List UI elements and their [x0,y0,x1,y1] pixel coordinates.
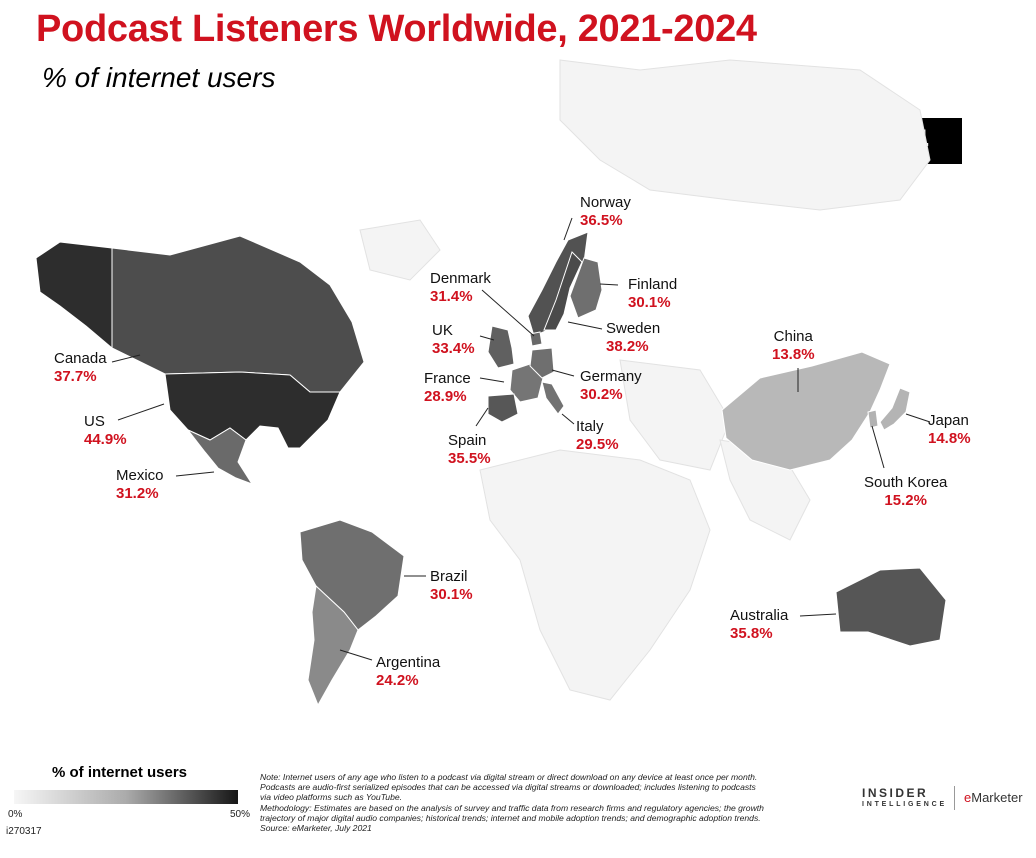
label-name: Norway [580,194,631,211]
label-value: 15.2% [884,492,927,509]
label-value: 30.1% [628,294,671,311]
label-value: 38.2% [606,338,649,355]
country-germany[interactable] [529,347,555,379]
label-name: France [424,370,471,387]
country-alaska-us[interactable] [35,241,113,350]
country-argentina[interactable] [307,584,359,707]
label-value: 28.9% [424,388,467,405]
footnote-line: Note: Internet users of any age who list… [260,772,758,782]
footnote-line: Podcasts are audio-first serialized epis… [260,782,756,793]
label-name: Mexico [116,467,164,484]
label-value: 37.7% [54,368,97,385]
legend-min-label: 0% [8,809,23,820]
chart-id: i270317 [6,826,42,837]
label-france: France 28.9% [424,370,471,406]
country-italy[interactable] [541,381,565,415]
label-name: Australia [730,607,789,624]
label-name: US [84,413,105,430]
label-value: 36.5% [580,212,623,229]
label-name: Sweden [606,320,661,337]
label-name: Argentina [376,654,441,671]
label-japan: Japan 14.8% [928,412,971,448]
label-name: Finland [628,276,678,293]
label-south-korea: South Korea 15.2% [864,474,947,510]
emarketer-logo-rest: Marketer [971,790,1023,805]
label-name: UK [432,322,453,339]
country-finland[interactable] [569,257,603,319]
country-canada[interactable] [111,235,365,393]
label-finland: Finland 30.1% [628,276,677,312]
label-value: 24.2% [376,672,419,689]
legend-max-label: 50% [230,809,251,820]
country-china[interactable] [721,351,891,471]
label-name: Canada [54,350,107,367]
label-value: 30.2% [580,386,623,403]
label-australia: Australia 35.8% [730,607,788,643]
footnote: Note: Internet users of any age who list… [260,772,845,833]
country-spain[interactable] [487,393,519,423]
insider-logo-sub: INTELLIGENCE [862,801,947,808]
insider-logo: INSIDER [862,786,929,800]
page-subtitle: % of internet users [42,62,276,93]
label-canada: Canada 37.7% [54,350,107,386]
label-brazil: Brazil 30.1% [430,568,473,604]
country-japan[interactable] [879,387,911,431]
country-uk[interactable] [487,325,515,369]
label-mexico: Mexico 31.2% [116,467,164,503]
label-value: 29.5% [576,436,619,453]
country-south-korea[interactable] [867,409,879,429]
label-name: South Korea [864,474,948,491]
label-name: Spain [448,432,487,449]
country-mexico[interactable] [187,427,254,485]
footnote-line: trajectory of major digital audio compan… [260,812,761,823]
label-name: Japan [928,412,969,429]
country-brazil[interactable] [299,519,405,631]
logo-divider [954,786,955,810]
label-value: 33.4% [432,340,475,357]
legend-title: % of internet users [52,764,188,781]
label-value: 31.2% [116,485,159,502]
label-us: US 44.9% [84,413,127,449]
label-name: China [773,328,813,345]
footnote-line: via video platforms such as YouTube. [260,792,403,803]
label-value: 44.9% [84,431,127,448]
emarketer-logo-e: e [964,790,972,805]
label-spain: Spain 35.5% [448,432,491,468]
footnote-line: Methodology: Estimates are based on the … [260,802,764,813]
unshaded-land [359,59,931,701]
label-value: 30.1% [430,586,473,603]
leader-lines [111,217,931,661]
label-argentina: Argentina 24.2% [376,654,440,690]
label-sweden: Sweden 38.2% [606,320,660,356]
emarketer-logo: eMarketer [964,790,1023,805]
label-germany: Germany 30.2% [580,368,642,404]
footnote-line: Source: eMarketer, July 2021 [260,823,372,834]
label-china: China 13.8% [772,328,815,364]
page-title: Podcast Listeners Worldwide, 2021-2024 [36,8,757,50]
label-name: Brazil [430,568,468,585]
label-italy: Italy 29.5% [576,418,619,454]
country-sweden[interactable] [543,251,583,331]
label-name: Denmark [430,270,491,287]
label-value: 14.8% [928,430,971,447]
label-norway: Norway 36.5% [580,194,631,230]
legend-gradient-bar [14,790,238,804]
label-name: Germany [580,368,642,385]
country-australia[interactable] [835,567,947,647]
label-value: 13.8% [772,346,815,363]
label-name: Italy [576,418,604,435]
label-value: 31.4% [430,288,473,305]
label-denmark: Denmark 31.4% [430,270,491,306]
label-value: 35.5% [448,450,491,467]
label-value: 35.8% [730,625,773,642]
label-uk: UK 33.4% [432,322,475,358]
